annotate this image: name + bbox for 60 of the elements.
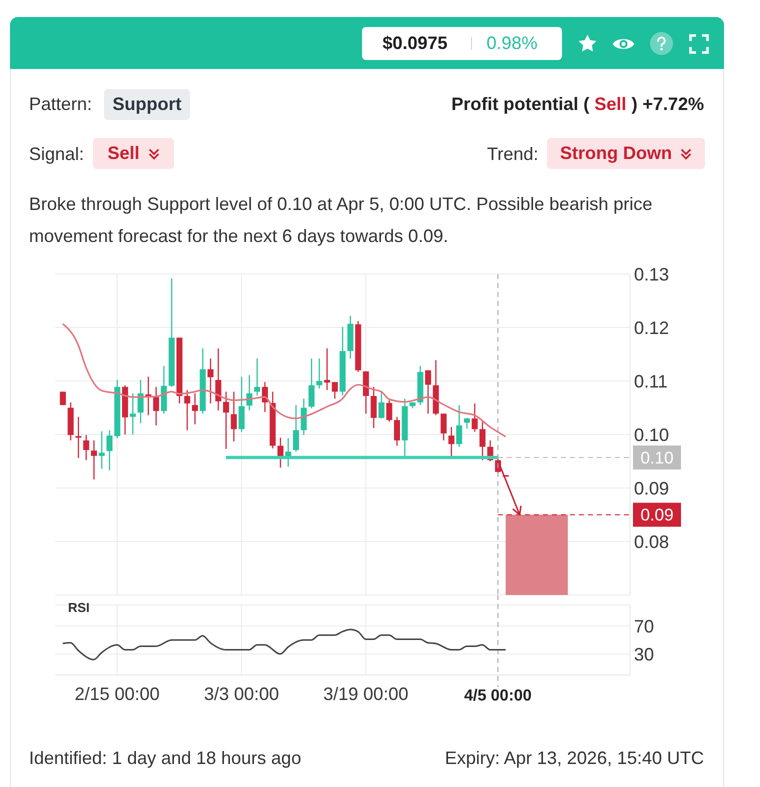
x-tick-label: 3/19 00:00 bbox=[323, 684, 408, 704]
y-tick-label: 0.13 bbox=[634, 264, 670, 284]
candlestick bbox=[324, 348, 330, 391]
candlestick bbox=[254, 358, 260, 396]
candlestick bbox=[208, 358, 214, 404]
candlestick bbox=[215, 348, 222, 412]
candlestick bbox=[223, 391, 230, 450]
text: Identified: 1 day and 18 hours ago bbox=[29, 748, 302, 768]
chart-title: RSI bbox=[68, 600, 90, 615]
text: 0.98% bbox=[486, 33, 538, 53]
y-tick-label: 0.11 bbox=[634, 371, 668, 392]
candlestick bbox=[106, 430, 113, 471]
candlestick bbox=[238, 376, 245, 432]
candlestick bbox=[370, 386, 377, 429]
y-tick-label: 70 bbox=[634, 616, 654, 636]
candlestick bbox=[130, 392, 136, 436]
y-tick-label: 0.10 bbox=[634, 424, 670, 445]
candlestick bbox=[425, 370, 432, 414]
y-tick-label: 30 bbox=[634, 644, 654, 664]
text: Trend: bbox=[487, 144, 538, 164]
candlestick bbox=[440, 413, 447, 441]
candlestick bbox=[75, 416, 82, 459]
candlestick bbox=[153, 386, 160, 426]
y-tick-label: 0.09 bbox=[634, 478, 670, 498]
ref-line-label: 4/5 00:00 bbox=[464, 688, 532, 705]
candlestick bbox=[316, 358, 322, 390]
y-tick-label: 0.08 bbox=[634, 532, 670, 552]
candlestick bbox=[90, 440, 97, 480]
candlestick bbox=[479, 421, 486, 461]
candlestick bbox=[456, 404, 462, 448]
candlestick bbox=[308, 358, 315, 409]
candlestick bbox=[448, 426, 454, 458]
text: Signal: bbox=[29, 144, 84, 164]
candlestick bbox=[292, 404, 299, 452]
candlestick bbox=[472, 402, 478, 432]
text: $0.0975 bbox=[382, 33, 448, 53]
candlestick bbox=[184, 389, 190, 431]
x-tick-label: 2/15 00:00 bbox=[74, 684, 160, 704]
candlestick bbox=[394, 416, 400, 446]
candlestick bbox=[378, 391, 384, 420]
x-tick-label: 3/3 00:00 bbox=[204, 684, 280, 704]
text: Pattern: bbox=[29, 94, 92, 114]
candlestick bbox=[332, 381, 338, 400]
badge: Sell bbox=[93, 138, 174, 169]
candlestick bbox=[300, 398, 307, 436]
candlestick bbox=[83, 434, 90, 461]
candlestick bbox=[386, 400, 392, 422]
text: Broke through Support level of 0.10 at Apr 5, 0:00 UTC. Possible bearish price movement forecast for the next 6 days towards 0.09. bbox=[29, 194, 652, 246]
text: Profit potential ( bbox=[451, 94, 590, 114]
candlestick bbox=[98, 430, 105, 470]
candlestick bbox=[192, 392, 198, 425]
badge: Support bbox=[104, 89, 190, 120]
candlestick bbox=[60, 391, 66, 406]
text: Expiry: Apr 13, 2026, 15:40 UTC bbox=[444, 748, 704, 768]
candlestick bbox=[230, 391, 237, 442]
y-tick-label: 0.12 bbox=[634, 318, 670, 338]
badge: Strong Down bbox=[547, 138, 705, 169]
text: Sell bbox=[594, 94, 626, 114]
text: ) +7.72% bbox=[631, 94, 704, 114]
candlestick bbox=[464, 417, 470, 430]
